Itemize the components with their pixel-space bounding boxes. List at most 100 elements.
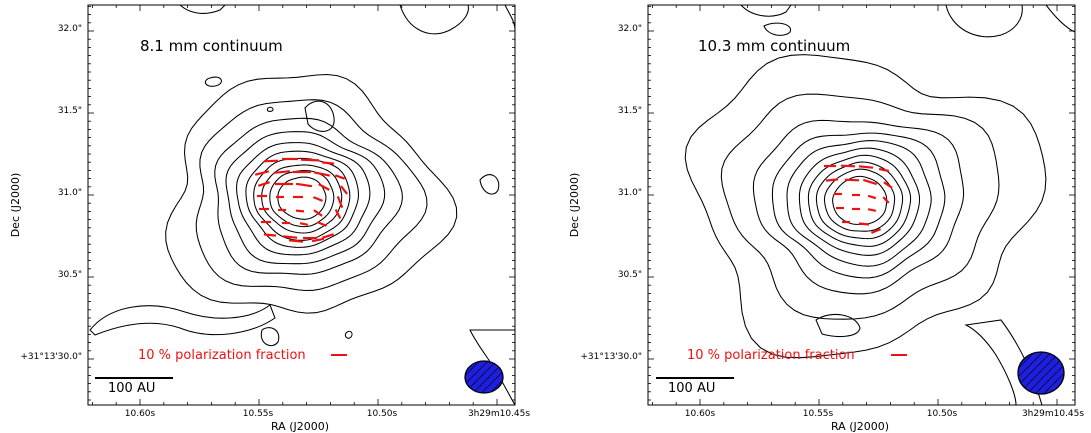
polarization-vector xyxy=(321,233,335,239)
right-panel-title: 10.3 mm continuum xyxy=(698,37,850,55)
contour-feature-5 xyxy=(204,76,222,87)
right-xtick-10.50: 10.50s xyxy=(927,409,958,419)
contour-level-2 xyxy=(195,99,428,292)
polarization-vector xyxy=(254,170,270,176)
right-y-axis-label: Dec (J2000) xyxy=(568,173,581,238)
left-frame xyxy=(87,4,516,406)
left-vectors xyxy=(254,157,348,243)
polarization-vector xyxy=(878,167,890,173)
right-xtick-10.60: 10.60s xyxy=(685,409,716,419)
polarization-vector xyxy=(336,195,344,209)
right-ytick-30.0: +31°13'30.0" xyxy=(580,352,642,362)
left-polarization-legend: 10 % polarization fraction xyxy=(138,348,306,363)
polarization-vector xyxy=(862,178,878,186)
right-xtick-10.45: 3h29m10.45s xyxy=(1022,409,1084,419)
contour-level-10 xyxy=(832,175,888,225)
right-beam xyxy=(1017,351,1065,395)
contour-feature-6 xyxy=(260,327,280,346)
contour-feature-3 xyxy=(740,5,792,17)
contour-feature-9 xyxy=(399,5,469,35)
left-ytick-30.5: 30.5" xyxy=(58,270,82,280)
polarization-vector xyxy=(882,196,890,204)
polarization-vector xyxy=(334,174,346,180)
polarization-vector xyxy=(295,182,313,188)
polarization-vector xyxy=(288,239,304,243)
contour-level-1 xyxy=(165,73,458,314)
right-xtick-10.55: 10.55s xyxy=(803,409,834,419)
right-y-tick-labels: 32.0" 31.5" 31.0" 30.5" +31°13'30.0" xyxy=(580,24,642,362)
right-ytick-32.0: 32.0" xyxy=(618,24,642,34)
left-panel-title: 8.1 mm continuum xyxy=(140,37,283,55)
contour-level-7 xyxy=(807,154,912,247)
contour-level-4 xyxy=(225,131,386,265)
contour-feature-4 xyxy=(945,5,1023,38)
polarization-vector xyxy=(282,235,298,239)
polarization-vector xyxy=(858,165,874,169)
contour-level-3 xyxy=(214,117,403,275)
polarization-vector xyxy=(299,222,309,226)
contour-level-1 xyxy=(684,54,1047,359)
contour-level-9 xyxy=(823,168,896,232)
left-xtick-10.45: 3h29m10.45s xyxy=(468,409,530,419)
contour-level-6 xyxy=(245,150,360,248)
right-ytick-31.5: 31.5" xyxy=(618,106,642,116)
polarization-vector xyxy=(316,221,328,227)
contour-feature-3 xyxy=(266,106,274,112)
left-x-tick-labels: 10.60s 10.55s 10.50s 3h29m10.45s xyxy=(125,409,531,419)
right-ytick-31.0: 31.0" xyxy=(618,188,642,198)
left-beam xyxy=(464,360,504,394)
left-ytick-31.5: 31.5" xyxy=(58,106,82,116)
right-ticks xyxy=(648,5,1075,405)
left-ytick-30.0: +31°13'30.0" xyxy=(20,352,82,362)
polarization-vector xyxy=(867,194,877,200)
left-x-axis-label: RA (J2000) xyxy=(271,420,329,433)
right-polarization-legend: 10 % polarization fraction xyxy=(687,348,855,363)
contour-level-3 xyxy=(752,119,965,295)
polarization-vector xyxy=(263,233,277,237)
right-vectors xyxy=(824,164,893,234)
contour-feature-8 xyxy=(179,5,226,14)
right-x-axis-label: RA (J2000) xyxy=(831,420,889,433)
contour-level-9 xyxy=(269,169,335,228)
contour-feature-4 xyxy=(479,174,500,195)
contour-feature-2 xyxy=(815,313,861,338)
contour-level-4 xyxy=(771,132,946,279)
polarization-vector xyxy=(295,209,305,213)
polarization-vector xyxy=(313,171,331,177)
contour-feature-1 xyxy=(89,304,276,336)
polarization-vector xyxy=(844,178,860,182)
polarization-vector xyxy=(300,158,320,162)
right-contours xyxy=(684,5,1075,405)
contour-feature-6 xyxy=(1045,5,1075,33)
left-contours xyxy=(89,5,515,405)
contour-level-8 xyxy=(261,164,343,234)
left-panel: 8.1 mm continuum 32.0" 31.5" 31.0" 30.5"… xyxy=(9,4,531,433)
left-ticks xyxy=(88,5,515,405)
polarization-vector xyxy=(273,170,291,174)
right-frame xyxy=(647,4,1076,406)
polarization-vector xyxy=(312,196,324,202)
left-y-tick-labels: 32.0" 31.5" 31.0" 30.5" +31°13'30.0" xyxy=(20,24,82,362)
contour-feature-1 xyxy=(763,22,792,36)
polarization-vector xyxy=(321,161,335,165)
left-scale-bar-label: 100 AU xyxy=(108,381,155,396)
polarization-vector xyxy=(318,183,330,191)
contour-feature-2 xyxy=(304,100,335,132)
polarization-vector xyxy=(883,181,893,189)
polarization-vector xyxy=(825,178,839,182)
right-scale-bar-label: 100 AU xyxy=(668,381,715,396)
right-panel: 10.3 mm continuum 32.0" 31.5" 31.0" 30.5… xyxy=(568,4,1084,433)
right-ytick-30.5: 30.5" xyxy=(618,270,642,280)
contour-level-6 xyxy=(798,147,921,256)
polarization-vector xyxy=(257,181,271,187)
left-ytick-31.0: 31.0" xyxy=(58,188,82,198)
polarization-vector xyxy=(840,164,856,168)
left-xtick-10.60: 10.60s xyxy=(125,409,156,419)
contour-level-2 xyxy=(720,93,1000,320)
contour-feature-7 xyxy=(344,330,353,339)
left-xtick-10.55: 10.55s xyxy=(243,409,274,419)
left-xtick-10.50: 10.50s xyxy=(367,409,398,419)
contour-level-5 xyxy=(786,140,932,267)
polarization-vector xyxy=(313,209,323,217)
contour-feature-11 xyxy=(504,5,515,31)
